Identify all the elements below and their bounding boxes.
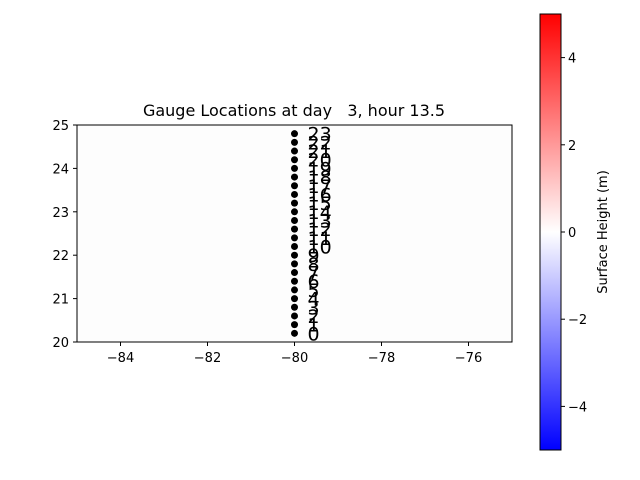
gauge-point [291, 312, 298, 320]
x-axis: −84 −82 −80 −78 −76 [107, 342, 482, 366]
y-tick-label: 22 [52, 249, 69, 264]
gauge-point [291, 199, 298, 207]
y-tick-label: 20 [52, 336, 69, 351]
gauge-point [291, 130, 298, 138]
colorbar-tick-label: −4 [568, 400, 587, 415]
gauge-label: 19 [308, 158, 332, 180]
gauge-point [291, 173, 298, 181]
colorbar [539, 13, 562, 451]
y-tick-label: 23 [52, 206, 69, 221]
gauge-point [291, 164, 298, 172]
gauge-point [291, 208, 298, 216]
y-tick-label: 21 [52, 293, 69, 308]
gauge-point [291, 269, 298, 277]
gauge-label: 11 [308, 228, 332, 250]
gauge-point [291, 216, 298, 224]
gauge-label: 5 [308, 280, 320, 302]
gauge-label: 10 [308, 237, 332, 259]
x-tick-label: −76 [455, 351, 482, 366]
gauge-label: 16 [308, 184, 332, 206]
x-tick-label: −78 [368, 351, 395, 366]
gauge-label: 22 [308, 132, 332, 154]
colorbar-tick-label: 0 [568, 226, 576, 241]
gauge-label: 1 [308, 315, 320, 337]
gauge-point [291, 234, 298, 242]
gauge-point [291, 243, 298, 251]
gauge-label: 14 [308, 202, 332, 224]
x-tick-label: −80 [281, 351, 308, 366]
gauge-label: 8 [308, 254, 320, 276]
gauge-point [291, 251, 298, 259]
chart-title: Gauge Locations at day 3, hour 13.5 [143, 101, 445, 120]
gauge-point [291, 190, 298, 198]
colorbar-ticks: 4 2 0 −2 −4 [561, 52, 587, 415]
gauge-label: 6 [308, 271, 320, 293]
gauge-point [291, 329, 298, 337]
gauge-point [291, 277, 298, 285]
gauge-label: 9 [308, 245, 320, 267]
gauge-markers [291, 130, 298, 337]
gauge-label: 12 [308, 219, 332, 241]
gauge-label: 4 [308, 289, 320, 311]
x-tick-label: −84 [107, 351, 134, 366]
gauge-label: 21 [308, 141, 332, 163]
gauge-label: 15 [308, 193, 332, 215]
gauge-label: 13 [308, 210, 332, 232]
y-tick-label: 24 [52, 162, 69, 177]
gauge-label: 20 [308, 150, 332, 172]
gauge-point [291, 182, 298, 190]
gauge-label: 7 [308, 263, 320, 285]
gauge-point [291, 147, 298, 155]
gauge-point [291, 286, 298, 294]
gauge-label: 0 [308, 323, 320, 345]
colorbar-tick-label: 2 [568, 139, 576, 154]
gauge-label: 3 [308, 297, 320, 319]
colorbar-tick-label: −2 [568, 313, 587, 328]
gauge-point [291, 295, 298, 303]
gauge-point [291, 156, 298, 164]
gauge-label: 2 [308, 306, 320, 328]
colorbar-label: Surface Height (m) [596, 170, 611, 294]
gauge-label: 23 [308, 124, 332, 146]
gauge-label: 18 [308, 167, 332, 189]
gauge-point [291, 303, 298, 311]
y-axis: 20 21 22 23 24 25 [52, 119, 77, 351]
gauge-label: 17 [308, 176, 332, 198]
gauge-point [291, 321, 298, 329]
gauge-point [291, 138, 298, 146]
y-tick-label: 25 [52, 119, 69, 134]
x-tick-label: −82 [194, 351, 221, 366]
gauge-point [291, 260, 298, 268]
colorbar-tick-label: 4 [568, 52, 576, 67]
gauge-point [291, 225, 298, 233]
